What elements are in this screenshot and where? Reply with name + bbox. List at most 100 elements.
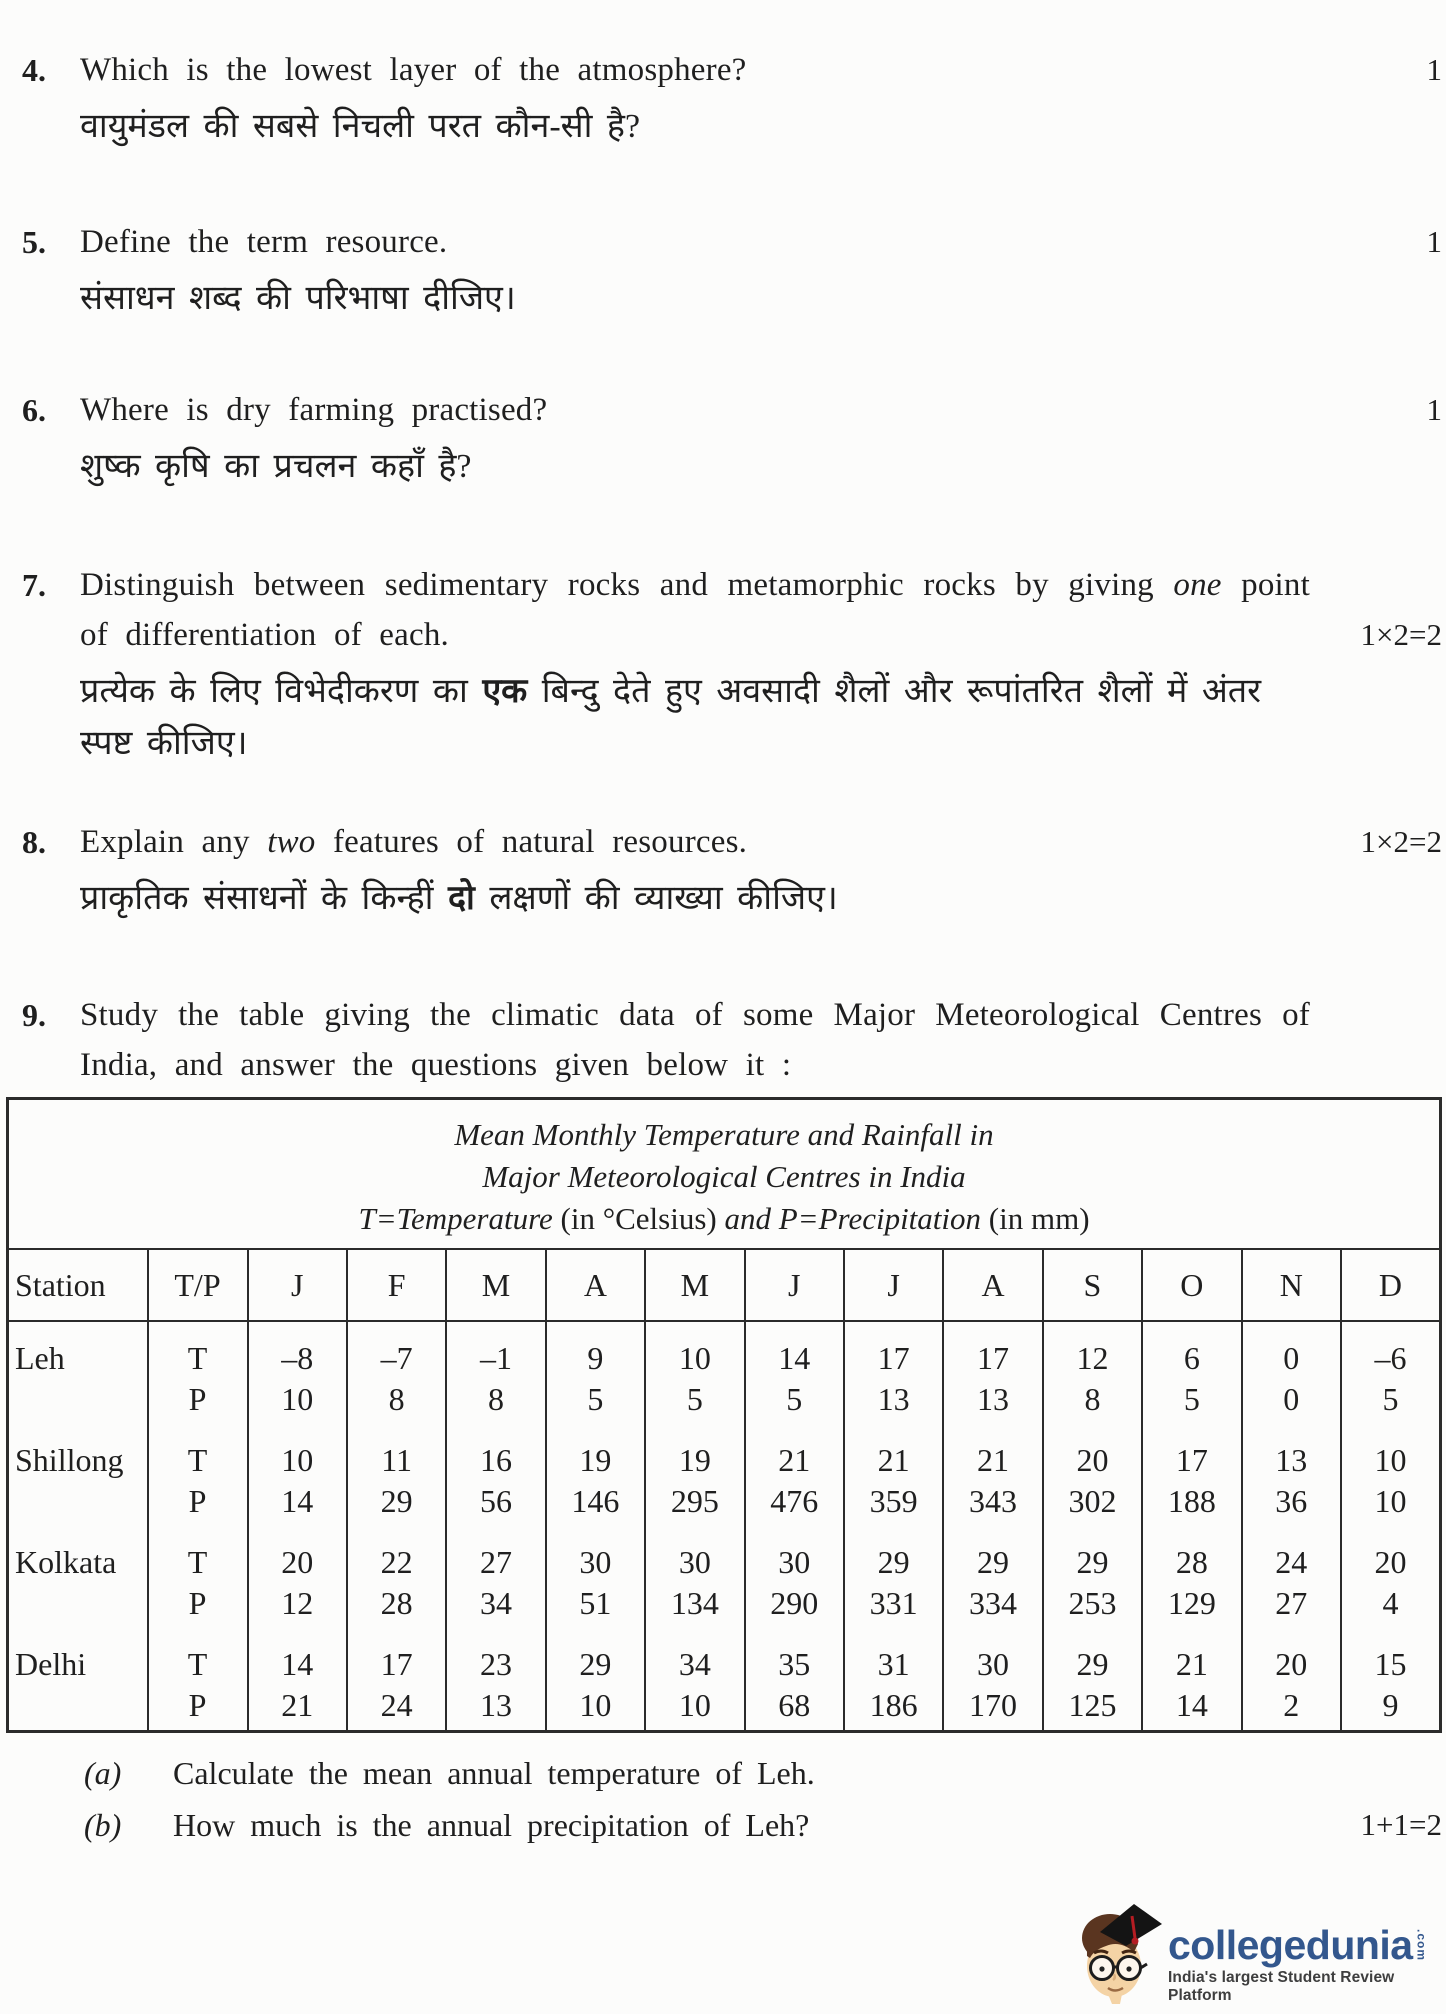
question-number: 5. <box>22 224 46 260</box>
month-values: 29 253 <box>1041 1526 1144 1628</box>
sub-question-label: (a) <box>84 1755 122 1791</box>
question-4: 4. Which is the lowest layer of the atmo… <box>22 45 1442 153</box>
month-values: 29 10 <box>544 1628 647 1732</box>
month-values: 29 125 <box>1041 1628 1144 1732</box>
sub-question-label: (b) <box>84 1807 122 1843</box>
brand-row: collegedunia .com <box>1168 1924 1446 1966</box>
month-values: 21 14 <box>1141 1628 1243 1732</box>
sub-question-b: (b) How much is the annual precipitation… <box>22 1804 1442 1846</box>
table-title-line: Major Meteorological Centres in India <box>482 1159 966 1194</box>
sub-question-text: How much is the annual precipitation of … <box>173 1807 810 1843</box>
question-body: Distinguish between sedimentary rocks an… <box>80 560 1442 770</box>
question-number: 6. <box>22 392 46 428</box>
marks: 1 <box>1426 392 1443 427</box>
month-values: 10 14 <box>246 1424 348 1526</box>
table-title: Mean Monthly Temperature and Rainfall in… <box>7 1098 1441 1250</box>
month-values: 14 21 <box>246 1628 348 1732</box>
station-name: Shillong <box>6 1424 149 1526</box>
table-title-row: Mean Monthly Temperature and Rainfall in… <box>7 1098 1441 1250</box>
station-row: Shillong T P 10 14 11 29 16 56 19 146 19 295 21 476 21 3… <box>6 1424 1442 1526</box>
station-name: Kolkata <box>6 1526 149 1628</box>
month-values: 17 188 <box>1141 1424 1243 1526</box>
brand-name: collegedunia <box>1168 1922 1413 1968</box>
month-values: 21 343 <box>942 1424 1044 1526</box>
question-body: Study the table giving the climatic data… <box>80 990 1442 1090</box>
question-body: Which is the lowest layer of the atmosph… <box>80 45 1442 153</box>
month-values: 31 186 <box>842 1628 945 1732</box>
month-values: 11 29 <box>345 1424 448 1526</box>
table-body: Leh T P –8 10 –7 8 –1 8 9 5 10 5 14 5 17 13 17 13 12 8 6 5 0 0 –6… <box>6 1321 1442 1732</box>
brand-tld: .com <box>1414 1929 1429 1962</box>
table-title-part: (in mm) <box>988 1201 1090 1236</box>
table-title-part: and P=Precipitation <box>724 1201 982 1236</box>
month-values: 34 10 <box>644 1628 746 1732</box>
station-name: Delhi <box>6 1628 149 1732</box>
question-text-en: Define the term resource. <box>80 224 448 260</box>
question-text-en: Study the table giving the climatic data… <box>80 997 1310 1083</box>
question-text-part: लक्षणों की व्याख्या कीजिए। <box>489 880 838 917</box>
month-values: –1 8 <box>445 1321 547 1424</box>
question-text-hi: संसाधन शब्द की परिभाषा दीजिए। <box>80 280 516 317</box>
question-text-part: Distinguish between sedimentary rocks an… <box>80 567 1154 603</box>
month-values: 16 56 <box>445 1424 547 1526</box>
header-month: J <box>246 1249 348 1322</box>
month-values: 20 12 <box>246 1526 348 1628</box>
table-header-row: Station T/P J F M A M J J A S O N D <box>6 1249 1442 1322</box>
header-station: Station <box>6 1249 149 1322</box>
question-text-part: बिन्दु देते हुए अवसादी शैलों और रूपांतरि… <box>80 673 1262 762</box>
header-month: N <box>1240 1249 1342 1322</box>
header-month: A <box>942 1249 1044 1322</box>
marks: 1×2=2 <box>1360 824 1442 859</box>
question-number: 9. <box>22 997 46 1033</box>
month-values: 10 5 <box>644 1321 746 1424</box>
question-text-part: Explain any <box>80 824 250 860</box>
month-values: 29 331 <box>842 1526 945 1628</box>
question-8: 8. Explain any two features of natural r… <box>22 817 1442 925</box>
question-body: Where is dry farming practised? शुष्क कृ… <box>80 385 1442 493</box>
month-values: 30 134 <box>644 1526 746 1628</box>
month-values: 29 334 <box>942 1526 1044 1628</box>
month-values: 19 295 <box>644 1424 746 1526</box>
question-text-part: point of differentiation of each. <box>80 567 1310 653</box>
table-title-part: (in °Celsius) <box>560 1201 717 1236</box>
question-text-part: features of natural resources. <box>332 824 748 860</box>
header-month: M <box>644 1249 746 1322</box>
header-month: S <box>1041 1249 1144 1322</box>
question-number: 4. <box>22 52 46 88</box>
sub-questions: (a) Calculate the mean annual temperatur… <box>22 1752 1442 1846</box>
month-values: 21 476 <box>743 1424 845 1526</box>
month-values: 20 4 <box>1339 1526 1442 1628</box>
question-text-hi: प्राकृतिक संसाधनों के किन्हीं दो लक्षणों… <box>80 873 1442 925</box>
header-month: M <box>445 1249 547 1322</box>
marks: 1×2=2 <box>1360 617 1442 652</box>
station-name: Leh <box>6 1321 149 1424</box>
question-7: 7. Distinguish between sedimentary rocks… <box>22 560 1442 770</box>
table-title-line: Mean Monthly Temperature and Rainfall in <box>454 1117 994 1152</box>
question-text-emphasis: दो <box>447 880 475 917</box>
month-values: 15 9 <box>1339 1628 1442 1732</box>
station-row: Kolkata T P 20 12 22 28 27 34 30 51 30 134 30 290 29 331… <box>6 1526 1442 1628</box>
sub-question-text: Calculate the mean annual temperature of… <box>173 1755 815 1791</box>
marks: 1+1=2 <box>1360 1807 1442 1842</box>
question-6: 6. Where is dry farming practised? शुष्क… <box>22 385 1442 493</box>
sub-question-a: (a) Calculate the mean annual temperatur… <box>22 1752 1442 1794</box>
marks: 1 <box>1426 52 1443 87</box>
question-text-emphasis: one <box>1173 567 1222 603</box>
collegedunia-logo: collegedunia .com India's largest Studen… <box>1072 1898 1446 2011</box>
month-values: 17 13 <box>942 1321 1044 1424</box>
header-month: D <box>1339 1249 1442 1322</box>
logo-text: collegedunia .com India's largest Studen… <box>1168 1924 1446 2005</box>
question-text-part: प्राकृतिक संसाधनों के किन्हीं <box>80 880 434 917</box>
month-values: 28 129 <box>1141 1526 1243 1628</box>
collegedunia-mascot-icon <box>1072 1898 1164 2011</box>
month-values: 17 24 <box>345 1628 448 1732</box>
header-month: A <box>544 1249 647 1322</box>
question-9: 9. Study the table giving the climatic d… <box>22 990 1442 1090</box>
station-row: Delhi T P 14 21 17 24 23 13 29 10 34 10 35 68 31 186 30 17… <box>6 1628 1442 1732</box>
